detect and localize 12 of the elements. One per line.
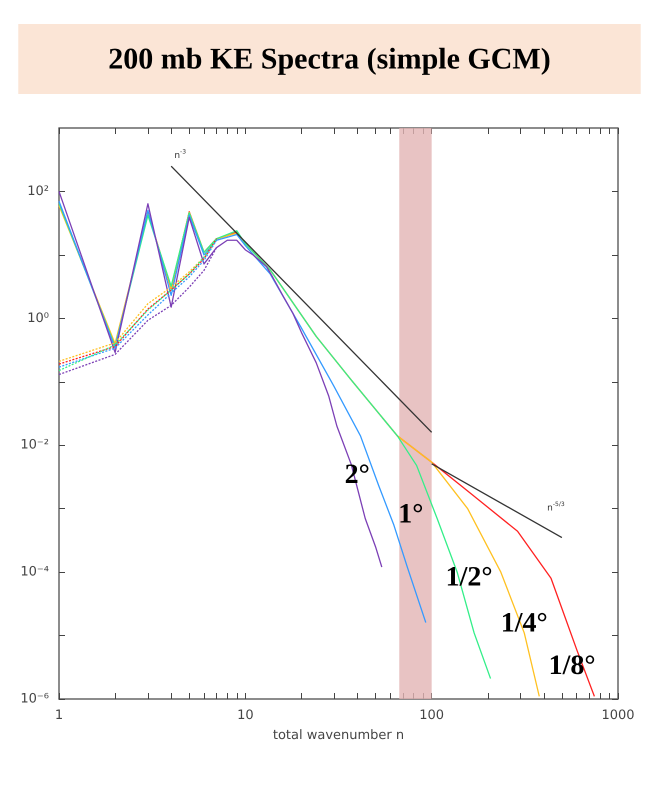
y-tick-label: 10⁻² [20,438,49,453]
y-tick-label: 10⁰ [27,310,49,326]
series-label: 1° [398,498,424,530]
chart-title: 200 mb KE Spectra (simple GCM) [108,42,551,76]
x-tick-label: 1 [54,708,64,723]
y-tick-label: 10⁻⁴ [20,564,49,580]
y-tick-label: 10² [27,184,49,199]
x-tick-label: 10 [237,708,254,723]
x-axis-title: total wavenumber n [272,728,404,743]
x-tick-label: 1000 [601,708,635,723]
y-tick-label: 10⁻⁶ [20,692,49,706]
x-tick-label: 100 [419,708,444,723]
